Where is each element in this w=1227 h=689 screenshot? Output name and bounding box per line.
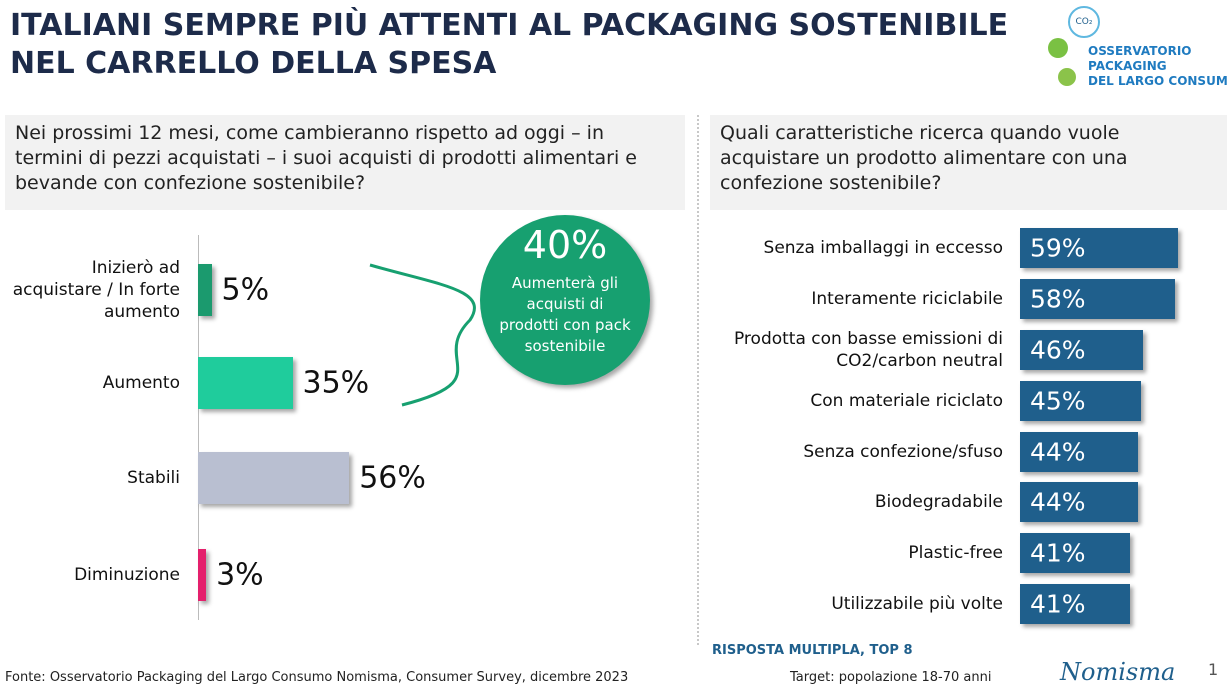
bar bbox=[1020, 533, 1130, 573]
value-label: 44% bbox=[1030, 437, 1086, 467]
axis-line bbox=[198, 235, 199, 620]
bar bbox=[1020, 279, 1176, 319]
logo-icon: CO₂ bbox=[1068, 6, 1100, 38]
callout-text: Aumenterà gli acquisti di prodotti con p… bbox=[499, 274, 631, 355]
target: Target: popolazione 18-70 anni bbox=[790, 670, 992, 685]
value-label: 35% bbox=[302, 365, 370, 401]
bar bbox=[1020, 228, 1179, 268]
logo-text: DEL LARGO CONSUMO bbox=[1088, 74, 1227, 88]
category-label: Senza imballaggi in eccesso bbox=[763, 238, 1003, 258]
value-label: 41% bbox=[1030, 538, 1086, 568]
logo-dot bbox=[1058, 68, 1076, 86]
title-line: ITALIANI SEMPRE PIÙ ATTENTI AL PACKAGING… bbox=[10, 8, 1009, 43]
category-label: Biodegradabile bbox=[874, 492, 1003, 512]
bar bbox=[198, 549, 207, 601]
category-label: Interamente riciclabile bbox=[811, 289, 1003, 309]
separator bbox=[697, 115, 699, 645]
question-box: Nei prossimi 12 mesi, come cambieranno r… bbox=[5, 115, 685, 210]
value-label: 44% bbox=[1030, 487, 1086, 517]
value-label: 56% bbox=[359, 460, 426, 496]
category-label: Con materiale riciclato bbox=[810, 391, 1003, 411]
category-label: Aumento bbox=[102, 373, 180, 393]
bar bbox=[1020, 482, 1138, 522]
question-box: Quali caratteristiche ricerca quando vuo… bbox=[710, 115, 1227, 210]
title-line: NEL CARRELLO DELLA SPESA bbox=[10, 46, 497, 81]
category-label: Inizierò ad acquistare / In forte aument… bbox=[12, 258, 180, 322]
value-label: 41% bbox=[1030, 589, 1086, 619]
logo-dot bbox=[1048, 38, 1068, 58]
category-label: Stabili bbox=[127, 468, 180, 488]
value-label: 59% bbox=[1030, 233, 1086, 263]
category-label: Senza confezione/sfuso bbox=[803, 442, 1003, 462]
logo-text: OSSERVATORIO bbox=[1088, 44, 1192, 58]
page-number: 1 bbox=[1208, 660, 1219, 679]
bar bbox=[1020, 584, 1130, 624]
value-label: 46% bbox=[1030, 335, 1086, 365]
category-label: Utilizzabile più volte bbox=[831, 594, 1003, 614]
bar bbox=[198, 452, 350, 504]
callout-circle: 40% Aumenterà gli acquisti di prodotti co… bbox=[480, 215, 650, 385]
value-label: 45% bbox=[1030, 386, 1086, 416]
category-label: Plastic-free bbox=[908, 543, 1003, 563]
callout-value: 40% bbox=[522, 223, 608, 267]
bar bbox=[1020, 432, 1138, 472]
value-label: 5% bbox=[221, 272, 270, 308]
category-label: Diminuzione bbox=[74, 565, 180, 585]
bar bbox=[1020, 381, 1141, 421]
bar bbox=[1020, 330, 1144, 370]
logo-text: PACKAGING bbox=[1088, 59, 1167, 73]
value-label: 58% bbox=[1030, 284, 1086, 314]
value-label: 3% bbox=[216, 557, 264, 593]
brand: Nomisma bbox=[1060, 658, 1176, 686]
source: Fonte: Osservatorio Packaging del Largo … bbox=[5, 670, 629, 685]
category-label: Prodotta con basse emissioni di CO2/carb… bbox=[733, 329, 1003, 371]
bar bbox=[198, 357, 293, 409]
bar bbox=[198, 264, 212, 316]
chart-note: RISPOSTA MULTIPLA, TOP 8 bbox=[712, 643, 913, 658]
